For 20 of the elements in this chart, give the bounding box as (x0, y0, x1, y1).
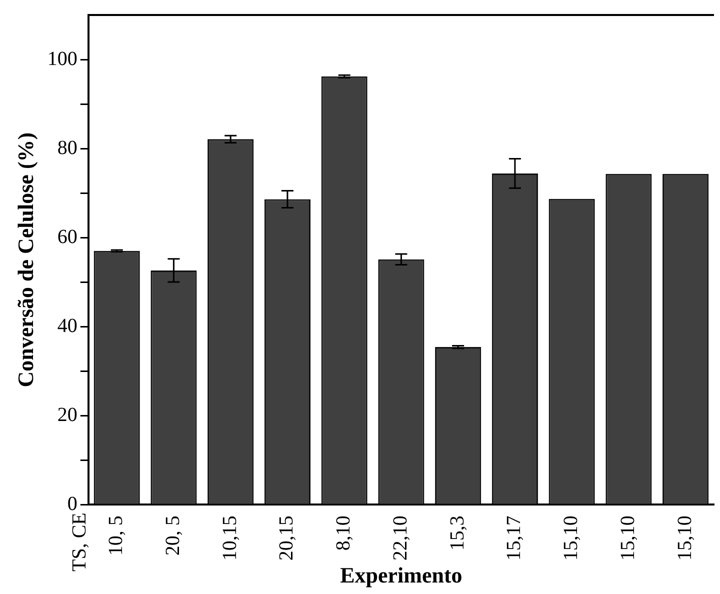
y-tick-label: 40 (57, 314, 78, 337)
y-axis-title: Conversão de Celulose (%) (12, 132, 38, 388)
y-tick-label: 20 (57, 404, 78, 426)
y-tick-label: 100 (47, 48, 78, 70)
x-tick-label: 20,15 (276, 516, 298, 561)
x-tick-label: 22,10 (389, 516, 412, 561)
x-tick-label: 15,10 (616, 516, 639, 561)
text: TS, CE (68, 512, 91, 572)
y-tick-label: 0 (67, 492, 78, 515)
y-tick-label: 80 (57, 136, 78, 159)
x-tick-label: 15,10 (560, 516, 582, 561)
x-tick-label: 10, 5 (105, 516, 128, 556)
x-tick-label: 15,10 (674, 516, 696, 561)
x-tick-label: 15,17 (503, 516, 526, 561)
x-tick-label: 15,3 (446, 516, 468, 551)
x-tick-label: 20, 5 (162, 516, 184, 556)
y-tick-label: 60 (57, 226, 78, 248)
x-axis-title: Experimento (340, 562, 462, 588)
x-tick-label: 8,10 (332, 516, 355, 551)
x-tick-label: 10,15 (218, 516, 241, 561)
